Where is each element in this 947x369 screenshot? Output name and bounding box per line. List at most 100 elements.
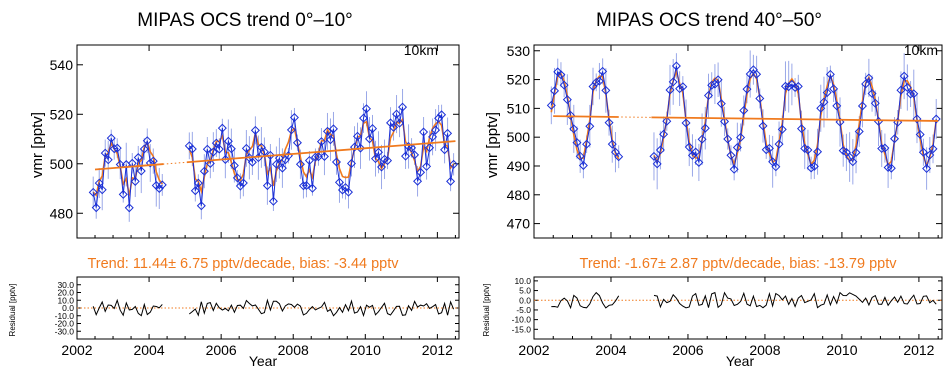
residual-y-tick-label: -30.0: [55, 326, 75, 336]
trend-line: [651, 116, 939, 122]
data-point: [343, 187, 353, 197]
data-point: [864, 73, 874, 83]
data-point: [235, 181, 245, 191]
data-point: [416, 167, 426, 177]
data-point: [368, 124, 378, 134]
data-point: [665, 85, 675, 95]
data-point: [601, 85, 611, 95]
data-point: [380, 154, 390, 164]
data-point: [383, 156, 393, 166]
data-point: [410, 150, 420, 160]
data-point: [614, 152, 624, 162]
data-point: [446, 176, 456, 186]
x-tick-label: 2006: [672, 342, 703, 358]
data-point: [906, 89, 916, 99]
y-axis-label: vmr [pptv]: [484, 112, 501, 178]
y-tick-label: 480: [507, 187, 531, 203]
data-point: [211, 138, 221, 148]
data-point: [223, 136, 233, 146]
data-point: [401, 151, 411, 161]
data-point: [909, 89, 919, 99]
data-series-line: [550, 70, 620, 166]
residual-y-tick-label: -10.0: [512, 315, 532, 325]
residual-y-tick-label: 0.0: [519, 295, 531, 305]
data-point: [112, 143, 122, 153]
data-point: [298, 181, 308, 191]
data-point: [848, 157, 858, 167]
data-point: [784, 82, 794, 92]
data-point: [217, 123, 227, 133]
plot-frame: [76, 44, 460, 239]
data-point: [106, 133, 116, 143]
data-point: [857, 101, 867, 111]
data-point: [199, 166, 209, 176]
y-axis-label: vmr [pptv]: [29, 112, 46, 178]
plot-frame: [533, 44, 943, 239]
data-point: [813, 147, 823, 157]
data-point: [118, 189, 128, 199]
data-point: [292, 138, 302, 148]
data-point: [742, 84, 752, 94]
data-point: [816, 103, 826, 113]
data-point: [295, 159, 305, 169]
data-point: [659, 129, 669, 139]
data-point: [928, 144, 938, 154]
data-point: [425, 143, 435, 153]
data-point: [325, 135, 335, 145]
data-point: [392, 109, 402, 119]
data-point: [250, 125, 260, 135]
data-point: [797, 124, 807, 134]
data-point: [739, 105, 749, 115]
data-point: [232, 173, 242, 183]
data-point: [684, 142, 694, 152]
data-point: [723, 134, 733, 144]
data-point: [809, 161, 819, 171]
data-point: [322, 126, 332, 136]
trend-line: [553, 115, 619, 118]
data-point: [912, 114, 922, 124]
data-point: [449, 159, 459, 169]
residual-y-tick-label: 5.0: [519, 286, 531, 296]
data-point: [133, 153, 143, 163]
residual-y-tick-label: 30.0: [57, 280, 74, 290]
data-point: [419, 127, 429, 137]
data-point: [566, 110, 576, 120]
data-point: [877, 144, 887, 154]
x-axis-label: Year: [726, 353, 755, 369]
data-point: [428, 132, 438, 142]
x-tick-label: 2012: [422, 342, 453, 358]
x-tick-label: 2004: [133, 342, 164, 358]
data-point: [196, 201, 206, 211]
data-point: [289, 113, 299, 123]
data-point: [922, 163, 932, 174]
data-point: [790, 82, 800, 93]
data-point: [301, 180, 311, 190]
data-point: [157, 180, 167, 190]
residual-line: [551, 291, 620, 310]
residual-y-tick-label: -15.0: [512, 324, 532, 334]
chart-panel-0-10: MIPAS OCS trend 0°–10° 10km vmr [pptv] T…: [8, 10, 460, 369]
data-point: [870, 98, 880, 108]
data-point: [729, 164, 739, 174]
data-point: [681, 118, 691, 128]
data-point: [437, 110, 447, 120]
data-point: [662, 116, 672, 126]
x-tick-label: 2008: [749, 342, 780, 358]
data-point: [374, 147, 384, 157]
data-point: [247, 157, 257, 167]
data-point: [854, 126, 864, 136]
data-point: [890, 134, 900, 144]
residual-axis-label: Residual [pptv]: [8, 284, 17, 337]
data-point: [310, 152, 320, 162]
residual-line: [653, 291, 937, 309]
y-tick-label: 540: [50, 57, 74, 73]
data-point: [761, 145, 771, 155]
data-point: [732, 143, 742, 153]
data-point: [861, 79, 871, 89]
data-point: [687, 150, 697, 160]
y-tick-label: 500: [507, 129, 531, 145]
data-point: [109, 144, 119, 154]
data-point: [352, 131, 363, 141]
data-point: [726, 150, 736, 160]
y-tick-label: 470: [507, 216, 531, 232]
